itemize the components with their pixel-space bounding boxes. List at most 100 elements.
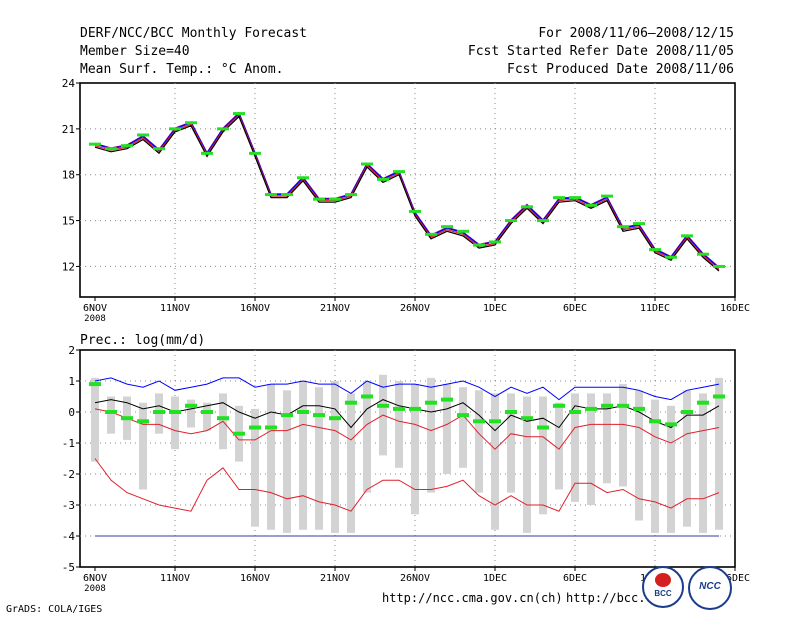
prec-spread-bar <box>635 390 643 521</box>
grads-credit: GrADS: COLA/IGES <box>6 604 103 615</box>
temp-member-line <box>94 111 720 268</box>
panel-temp-ytick-label: 21 <box>62 123 75 136</box>
prec-obs-mark <box>281 413 293 418</box>
panel-temp-ytick-label: 24 <box>62 77 76 90</box>
panel-prec-xtick-label: 1DEC <box>483 573 507 584</box>
temp-obs-mark <box>297 176 309 180</box>
variable-label: Mean Surf. Temp.: °C Anom. <box>80 62 284 77</box>
panel-temp-ytick-label: 18 <box>62 169 75 182</box>
prec-obs-mark <box>713 394 725 399</box>
prec-spread-bar <box>715 377 723 530</box>
panel-prec-ytick-label: -5 <box>62 561 75 574</box>
panel-temp-xtick-label: 2008 <box>84 314 106 324</box>
panel-prec-xtick-label: 16NOV <box>240 573 270 584</box>
prec-obs-mark <box>233 431 245 436</box>
prec-spread-bar <box>203 402 211 431</box>
prec-obs-mark <box>441 397 453 402</box>
prec-obs-mark <box>601 403 613 408</box>
temp-obs-mark <box>249 151 261 155</box>
prec-spread-bar <box>667 405 675 533</box>
prec-spread-bar <box>331 381 339 533</box>
panel-temp-xtick-label: 1DEC <box>483 303 507 314</box>
prec-obs-mark <box>681 410 693 414</box>
temp-obs-mark <box>681 234 693 238</box>
panel-prec-ytick-label: 2 <box>68 344 75 357</box>
temp-obs-mark <box>489 240 501 244</box>
prec-obs-mark <box>569 410 581 414</box>
prec-spread-bar <box>571 393 579 502</box>
prec-spread-bar <box>507 393 515 493</box>
panel-temp-xtick-label: 16DEC <box>720 303 750 314</box>
prec-obs-mark <box>201 410 213 414</box>
prec-spread-bar <box>267 384 275 530</box>
temp-obs-mark <box>409 209 421 213</box>
panel-prec-xtick-label: 2008 <box>84 584 106 594</box>
prec-obs-mark <box>217 416 229 421</box>
prec-spread-bar <box>283 390 291 533</box>
panel-prec-xtick-label: 26NOV <box>400 573 430 584</box>
prec-obs-mark <box>265 425 277 430</box>
temp-obs-mark <box>697 252 709 256</box>
prec-obs-mark <box>185 403 197 408</box>
prec-spread-bar <box>107 396 115 434</box>
chart-title: DERF/NCC/BCC Monthly Forecast <box>80 26 307 41</box>
temp-obs-mark <box>713 264 725 268</box>
temp-obs-mark <box>361 162 373 166</box>
prec-spread-bar <box>171 396 179 450</box>
temp-obs-mark <box>233 112 245 116</box>
panel-prec-xtick-label: 21NOV <box>320 573 350 584</box>
temp-obs-mark <box>201 151 213 155</box>
temp-obs-mark <box>217 127 229 131</box>
prec-spread-bar <box>683 390 691 527</box>
prec-obs-mark <box>521 416 533 421</box>
prec-obs-mark <box>665 422 677 427</box>
prec-spread-bar <box>475 390 483 493</box>
temp-obs-mark <box>473 243 485 247</box>
temp-obs-mark <box>313 197 325 201</box>
prec-spread-bar <box>523 396 531 533</box>
prec-obs-mark <box>377 403 389 408</box>
prec-obs-mark <box>361 394 373 399</box>
temp-obs-mark <box>505 219 517 223</box>
panel-prec-xtick-label: 11NOV <box>160 573 190 584</box>
temp-spread-line <box>94 114 720 270</box>
prec-obs-mark <box>297 410 309 414</box>
ncc-url[interactable]: http://ncc.cma.gov.cn(ch) <box>382 591 563 605</box>
prec-spread-bar <box>187 399 195 428</box>
temp-obs-mark <box>425 232 437 236</box>
bcc-logo: BCC <box>642 566 684 608</box>
prec-obs-mark <box>137 419 149 424</box>
temp-obs-mark <box>89 142 101 146</box>
prec-obs-mark <box>457 413 469 418</box>
prec-spread-bar <box>443 384 451 474</box>
prec-obs-mark <box>425 400 437 405</box>
panel-temp-xtick-label: 21NOV <box>320 303 350 314</box>
prec-obs-mark <box>473 419 485 424</box>
prec-spread-bar <box>587 393 595 505</box>
prec-obs-mark <box>249 425 261 430</box>
ncc-logo-text: NCC <box>699 581 721 592</box>
prec-spread-bar <box>299 381 307 530</box>
prec-spread-bar <box>363 381 371 493</box>
bcc-logo-text: BCC <box>654 589 672 598</box>
panel-temp-frame <box>79 82 736 298</box>
prec-obs-mark <box>409 406 421 411</box>
temp-obs-mark <box>553 196 565 200</box>
panel-temp-xtick-label: 26NOV <box>400 303 430 314</box>
prec-spread-bar <box>491 393 499 530</box>
prec-obs-mark <box>345 400 357 405</box>
prec-title: Prec.: log(mm/d) <box>80 333 205 348</box>
prec-lower-line <box>94 458 720 512</box>
panel-temp-xtick-label: 6DEC <box>563 303 587 314</box>
prec-obs-mark <box>633 406 645 411</box>
bcc-url[interactable]: http://bcc.c <box>566 591 653 605</box>
prec-spread-bar <box>699 393 707 533</box>
temp-obs-mark <box>329 197 341 201</box>
temp-obs-mark <box>633 222 645 226</box>
prec-obs-mark <box>105 410 117 414</box>
temp-obs-mark <box>569 196 581 200</box>
temp-obs-mark <box>617 225 629 229</box>
panel-temp-ytick-label: 12 <box>62 260 75 273</box>
prec-max-line <box>94 377 720 401</box>
